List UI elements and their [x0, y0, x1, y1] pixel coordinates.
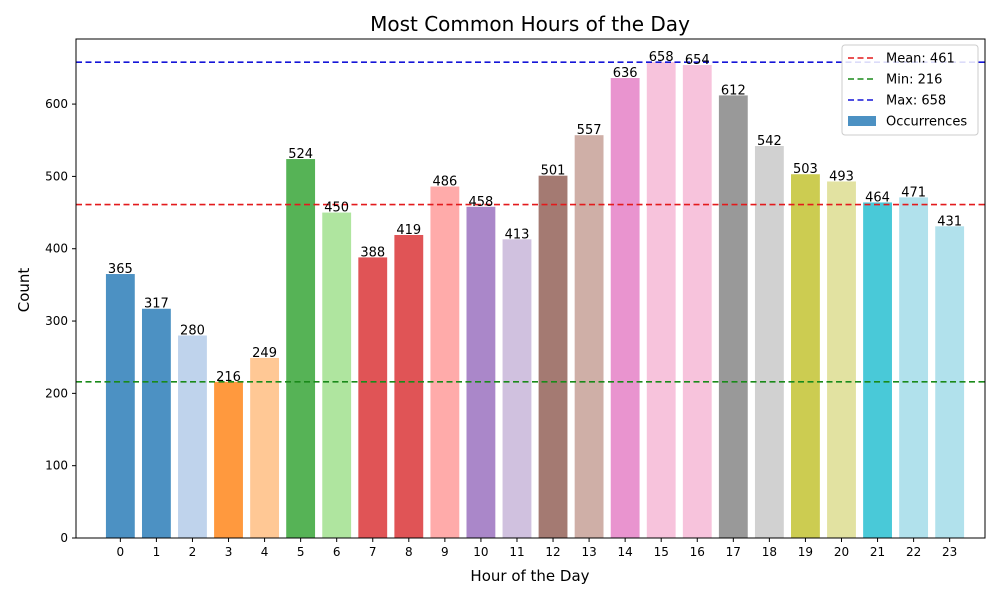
y-tick-label: 0	[60, 531, 68, 545]
data-label-hour-8: 419	[396, 223, 421, 238]
x-tick-label: 22	[906, 545, 921, 559]
bar-hour-18	[754, 146, 784, 538]
bar-hour-22	[899, 197, 929, 538]
bar-hour-1	[141, 308, 171, 538]
bar-hour-15	[646, 62, 676, 538]
x-tick-label: 9	[441, 545, 449, 559]
x-tick-label: 12	[545, 545, 560, 559]
bar-hour-14	[610, 78, 640, 538]
data-label-hour-17: 612	[721, 83, 746, 98]
data-labels-group: 365 317 280 216 249 524 450 388 419 486 458 413 501 5…	[108, 50, 962, 385]
bar-hour-4	[250, 357, 280, 538]
bar-hour-0	[105, 274, 135, 538]
x-tick-label: 11	[509, 545, 524, 559]
data-label-hour-10: 458	[469, 195, 494, 210]
legend: Mean: 461 Min: 216 Max: 658 Occurrences	[841, 44, 979, 136]
data-label-hour-18: 542	[757, 134, 782, 149]
x-tick-label: 15	[654, 545, 669, 559]
y-tick-label: 300	[45, 314, 68, 328]
x-tick-label: 19	[798, 545, 813, 559]
data-label-hour-20: 493	[829, 169, 854, 184]
y-tick-label: 600	[45, 97, 68, 111]
data-label-hour-5: 524	[288, 147, 313, 162]
data-label-hour-12: 501	[541, 164, 566, 179]
x-tick-label: 23	[942, 545, 957, 559]
bar-hour-11	[502, 239, 532, 538]
data-label-hour-16: 654	[685, 53, 710, 68]
x-tick-label: 14	[618, 545, 633, 559]
bar-hour-17	[718, 95, 748, 539]
bar-hour-23	[935, 226, 965, 539]
x-tick-label: 18	[762, 545, 777, 559]
bar-hour-20	[827, 181, 856, 538]
x-tick-label: 7	[369, 545, 377, 559]
legend-swatch	[848, 116, 876, 126]
data-label-hour-14: 636	[613, 66, 638, 81]
data-label-hour-22: 471	[901, 185, 926, 200]
bar-hour-7	[358, 257, 388, 538]
bar-hour-10	[466, 206, 496, 538]
x-tick-label: 5	[297, 545, 305, 559]
x-tick-label: 6	[333, 545, 341, 559]
data-label-hour-19: 503	[793, 162, 818, 177]
data-label-hour-13: 557	[577, 123, 602, 138]
x-tick-label: 20	[834, 545, 849, 559]
legend-entry-label: Mean: 461	[886, 52, 955, 67]
axes-group: 0 1 2 3 4 5 6 7 8 9 10 11 12 13 14 15 16 17 18 19 20 21 22 2301…	[45, 38, 986, 559]
y-tick-label: 200	[45, 386, 68, 400]
x-tick-label: 16	[690, 545, 705, 559]
bar-hour-8	[394, 234, 424, 538]
bar-hour-19	[791, 174, 820, 538]
bar-hour-6	[322, 212, 352, 538]
legend-entry-label: Min: 216	[886, 73, 942, 88]
x-tick-label: 21	[870, 545, 885, 559]
data-label-hour-15: 658	[649, 50, 674, 65]
bar-hour-9	[430, 186, 460, 538]
bar-hour-5	[286, 159, 316, 539]
data-label-hour-9: 486	[432, 175, 457, 190]
y-tick-label: 500	[45, 169, 68, 183]
bar-hour-2	[178, 335, 207, 538]
legend-entry-label: Max: 658	[886, 94, 946, 109]
legend-box	[841, 44, 979, 136]
plot-frame	[75, 38, 986, 539]
bar-hour-16	[682, 65, 712, 538]
data-label-hour-4: 249	[252, 346, 277, 361]
x-tick-label: 0	[117, 545, 125, 559]
bar-hour-12	[538, 175, 568, 538]
data-label-hour-1: 317	[144, 297, 169, 312]
bar-hour-13	[574, 135, 604, 538]
x-tick-label: 2	[189, 545, 197, 559]
data-label-hour-0: 365	[108, 262, 133, 277]
legend-entry-label: Occurrences	[886, 115, 967, 130]
chart-title: Most Common Hours of the Day	[370, 12, 690, 36]
data-label-hour-6: 450	[324, 201, 349, 216]
y-tick-label: 400	[45, 242, 68, 256]
y-axis-label: Count	[15, 268, 33, 313]
x-tick-label: 8	[405, 545, 413, 559]
data-label-hour-23: 431	[937, 214, 962, 229]
bars-group	[105, 62, 965, 539]
x-tick-label: 4	[261, 545, 269, 559]
bar-hour-3	[214, 381, 243, 538]
data-label-hour-11: 413	[505, 227, 530, 242]
x-tick-label: 17	[726, 545, 741, 559]
data-label-hour-3: 216	[216, 370, 241, 385]
data-label-hour-21: 464	[865, 190, 890, 205]
x-tick-label: 3	[225, 545, 233, 559]
x-tick-label: 10	[473, 545, 488, 559]
bar-hour-21	[863, 202, 892, 538]
y-tick-label: 100	[45, 459, 68, 473]
x-tick-label: 13	[581, 545, 596, 559]
data-label-hour-2: 280	[180, 324, 205, 339]
x-tick-label: 1	[153, 545, 161, 559]
data-label-hour-7: 388	[360, 245, 385, 260]
x-axis-label: Hour of the Day	[470, 567, 589, 585]
